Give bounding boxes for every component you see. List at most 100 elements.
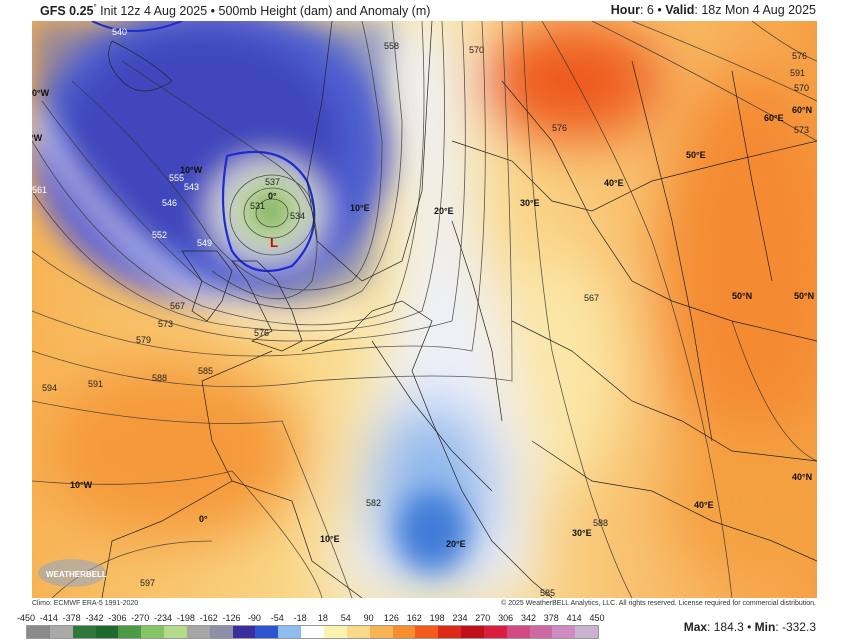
- colorbar-segment: [27, 626, 50, 638]
- graticule-label: 60°E: [764, 113, 784, 123]
- colorbar-tick-labels: -450 -414 -378 -342 -306 -270 -234 -198 -162 -126…: [17, 613, 605, 623]
- contour-label: 540: [112, 27, 127, 37]
- graticule-label: 10°W: [180, 165, 203, 175]
- weather-map: 0°W 20°W 10°W 0° 10°E 20°E 30°E 40°E 50°E 60°E 60°…: [32, 21, 817, 598]
- graticule-label: 10°E: [320, 534, 340, 544]
- contour-label: 552: [152, 230, 167, 240]
- colorbar-segment: [529, 626, 553, 638]
- colorbar-tick: -198: [176, 613, 195, 623]
- contour-label: 537: [265, 177, 280, 187]
- anomaly-contour-line: [91, 21, 183, 32]
- colorbar-tick: 90: [363, 613, 374, 623]
- colorbar-tick: -234: [154, 613, 173, 623]
- colorbar-tick: -414: [39, 613, 58, 623]
- colorbar-segment: [209, 626, 233, 638]
- contour-label: 576: [792, 51, 807, 61]
- graticule-label: 10°E: [350, 203, 370, 213]
- graticule-label: 0°: [268, 191, 277, 201]
- graticule-label: 50°E: [686, 150, 706, 160]
- contour-label: 588: [593, 518, 608, 528]
- colorbar-tick: 414: [566, 613, 582, 623]
- contour-label: 591: [88, 379, 103, 389]
- graticule-label: 30°E: [572, 528, 592, 538]
- contour-label: 558: [384, 41, 399, 51]
- contour-label: 585: [198, 366, 213, 376]
- graticule-label: 0°W: [32, 88, 50, 98]
- copyright-note: © 2025 WeatherBELL Analytics, LLC. All r…: [501, 600, 816, 607]
- contour-label: 549: [197, 238, 212, 248]
- contour-label: 570: [469, 45, 484, 55]
- colorbar-segment: [232, 626, 256, 638]
- colorbar-tick: -90: [247, 613, 261, 623]
- colorbar-tick: 54: [340, 613, 351, 623]
- colorbar-segment: [301, 626, 324, 638]
- contour-label: 591: [790, 68, 805, 78]
- colorbar-segment: [186, 626, 210, 638]
- contour-label: 573: [794, 125, 809, 135]
- colorbar-segment: [72, 626, 96, 638]
- colorbar-tick: 126: [383, 613, 399, 623]
- watermark-logo: WEATHERBELL: [38, 559, 107, 587]
- contour-label: 531: [250, 201, 265, 211]
- graticule-label: 40°N: [792, 472, 812, 482]
- graticule-label: 30°E: [520, 198, 540, 208]
- colorbar-segment: [95, 626, 119, 638]
- contour-label: 567: [170, 301, 185, 311]
- max-min-readout: Max: 184.3 • Min: -332.3: [683, 620, 816, 634]
- colorbar-tick: -270: [131, 613, 150, 623]
- colorbar-segment: [369, 626, 393, 638]
- colorbar-segment: [141, 626, 165, 638]
- colorbar-segment: [438, 626, 462, 638]
- svg-text:WEATHERBELL: WEATHERBELL: [46, 570, 107, 579]
- height-contours: [32, 21, 817, 598]
- colorbar-tick: -126: [222, 613, 241, 623]
- contour-label: 579: [136, 335, 151, 345]
- colorbar-tick: 18: [317, 613, 328, 623]
- colorbar-segment: [278, 626, 302, 638]
- colorbar-tick: -306: [108, 613, 127, 623]
- contour-label: 546: [162, 198, 177, 208]
- colorbar-tick: -342: [85, 613, 104, 623]
- contour-label: 585: [540, 588, 555, 598]
- colorbar-tick: -162: [199, 613, 218, 623]
- map-title: GFS 0.25° Init 12z 4 Aug 2025 • 500mb He…: [40, 3, 431, 19]
- contour-label: 567: [584, 293, 599, 303]
- colorbar-tick: 162: [406, 613, 422, 623]
- contour-label: 576: [254, 328, 269, 338]
- colorbar-segment: [461, 626, 484, 638]
- low-center-marker: L: [270, 235, 278, 250]
- graticule-label: 10°W: [70, 480, 93, 490]
- graticule-label: 20°E: [446, 539, 466, 549]
- contour-label: 597: [140, 578, 155, 588]
- colorbar-segment: [346, 626, 370, 638]
- contour-label: 534: [290, 211, 305, 221]
- colorbar-tick: 450: [589, 613, 605, 623]
- anomaly-contour-line: [221, 150, 316, 273]
- graticule-label: 60°N: [792, 105, 812, 115]
- colorbar-segment: [118, 626, 142, 638]
- colorbar: [26, 625, 599, 639]
- colorbar-segment: [255, 626, 279, 638]
- contour-label: 594: [42, 383, 57, 393]
- contour-label: 561: [32, 185, 47, 195]
- contour-label: 588: [152, 373, 167, 383]
- contour-label: 576: [552, 123, 567, 133]
- colorbar-tick: 378: [543, 613, 559, 623]
- contour-label: 573: [158, 319, 173, 329]
- colorbar-tick: 342: [520, 613, 536, 623]
- colorbar-segment: [392, 626, 416, 638]
- colorbar-tick: -450: [16, 613, 36, 623]
- colorbar-tick: -54: [270, 613, 284, 623]
- climo-note: Climo: ECMWF ERA-5 1991-2020: [32, 600, 139, 607]
- graticule-label: 40°E: [694, 500, 714, 510]
- graticule-label: 50°N: [794, 291, 814, 301]
- graticule-label: 20°E: [434, 206, 454, 216]
- colorbar-tick: -378: [62, 613, 81, 623]
- colorbar-segment: [415, 626, 439, 638]
- coastlines-borders: [101, 21, 817, 598]
- colorbar-tick: 306: [498, 613, 514, 623]
- graticule-label: 40°E: [604, 178, 624, 188]
- valid-time: Hour: 6 • Valid: 18z Mon 4 Aug 2025: [610, 3, 816, 17]
- graticule-label: 50°N: [732, 291, 752, 301]
- graticule-label: 0°: [199, 514, 208, 524]
